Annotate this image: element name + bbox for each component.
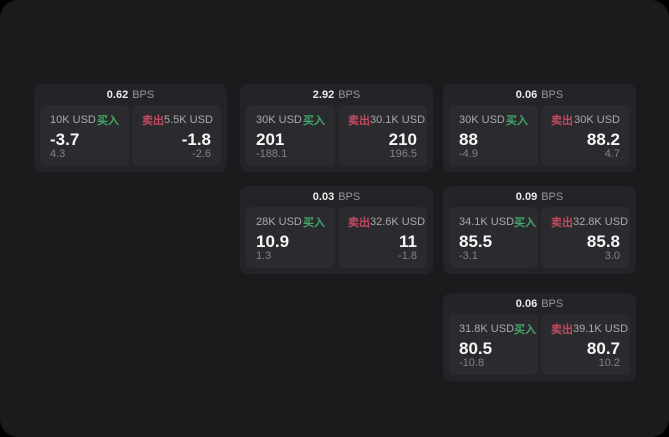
bps-value: 0.06 xyxy=(515,297,538,310)
buy-delta-value: -10.8 xyxy=(459,357,485,369)
bps-value: 0.06 xyxy=(515,88,538,101)
sell-amount-label: 5.5K USD xyxy=(164,114,213,126)
buy-amount-label: 30K USD xyxy=(459,114,505,126)
sell-delta-value: 4.7 xyxy=(604,148,620,160)
bps-header: 0.06 BPS xyxy=(443,84,636,105)
buy-amount-label: 34.1K USD xyxy=(459,216,515,228)
buy-price-value: 85.5 xyxy=(459,231,493,251)
sell-delta-value: 196.5 xyxy=(389,148,417,160)
sell-price-value: 80.7 xyxy=(586,338,620,358)
buy-quote-tile[interactable]: 34.1K USD 买入 85.5 -3.1 xyxy=(449,207,538,268)
buy-quote-tile[interactable]: 28K USD 买入 10.9 1.3 xyxy=(246,207,335,268)
buy-side-label: 买入 xyxy=(514,217,537,229)
sell-delta-value: -2.6 xyxy=(192,148,211,160)
buy-quote-tile[interactable]: 10K USD 买入 -3.7 4.3 xyxy=(40,105,129,166)
sell-price-value: 11 xyxy=(399,231,417,251)
sell-side-label: 卖出 xyxy=(551,115,573,127)
buy-delta-value: -4.9 xyxy=(459,148,478,160)
bps-value: 0.03 xyxy=(312,190,335,203)
buy-amount-label: 30K USD xyxy=(256,114,302,126)
buy-price-value: -3.7 xyxy=(50,129,80,149)
buy-delta-value: 4.3 xyxy=(50,148,66,160)
buy-price-value: 80.5 xyxy=(459,338,493,358)
buy-side-label: 买入 xyxy=(514,324,537,336)
buy-amount-label: 28K USD xyxy=(256,216,302,228)
bps-header: 0.09 BPS xyxy=(443,186,636,207)
bps-unit-label: BPS xyxy=(338,88,361,101)
bps-card: 0.03 BPS 28K USD 买入 10.9 1.3 卖出 32.6K US… xyxy=(240,186,433,274)
sell-price-value: 210 xyxy=(388,129,417,149)
buy-delta-value: -3.1 xyxy=(459,250,478,262)
buy-price-value: 10.9 xyxy=(256,231,290,251)
sell-quote-tile[interactable]: 卖出 32.6K USD 11 -1.8 xyxy=(338,207,427,268)
sell-side-label: 卖出 xyxy=(142,115,164,127)
buy-side-label: 买入 xyxy=(97,115,119,127)
sell-amount-label: 30K USD xyxy=(574,114,620,126)
bps-header: 2.92 BPS xyxy=(240,84,433,105)
sell-amount-label: 39.1K USD xyxy=(573,323,629,335)
sell-price-value: 85.8 xyxy=(586,231,620,251)
bps-value: 0.09 xyxy=(515,190,538,203)
sell-quote-tile[interactable]: 卖出 32.8K USD 85.8 3.0 xyxy=(541,207,630,268)
bps-card: 0.06 BPS 31.8K USD 买入 80.5 -10.8 卖出 39.1… xyxy=(443,293,636,381)
sell-delta-value: 10.2 xyxy=(598,357,620,369)
buy-price-value: 201 xyxy=(256,129,285,149)
sell-side-label: 卖出 xyxy=(348,115,370,127)
buy-amount-label: 10K USD xyxy=(50,114,96,126)
bps-card: 2.92 BPS 30K USD 买入 201 -188.1 卖出 30.1K … xyxy=(240,84,433,172)
sell-amount-label: 32.8K USD xyxy=(573,216,629,228)
sell-side-label: 卖出 xyxy=(551,324,573,336)
buy-price-value: 88 xyxy=(459,129,478,149)
sell-quote-tile[interactable]: 卖出 39.1K USD 80.7 10.2 xyxy=(541,314,630,375)
buy-delta-value: -188.1 xyxy=(256,148,288,160)
bps-value: 0.62 xyxy=(106,88,129,101)
sell-side-label: 卖出 xyxy=(551,217,573,229)
bps-value: 2.92 xyxy=(312,88,335,101)
buy-quote-tile[interactable]: 31.8K USD 买入 80.5 -10.8 xyxy=(449,314,538,375)
sell-quote-tile[interactable]: 卖出 30K USD 88.2 4.7 xyxy=(541,105,630,166)
bps-unit-label: BPS xyxy=(338,190,361,203)
buy-quote-tile[interactable]: 30K USD 买入 88 -4.9 xyxy=(449,105,538,166)
bps-unit-label: BPS xyxy=(541,190,564,203)
sell-price-value: -1.8 xyxy=(181,129,211,149)
buy-side-label: 买入 xyxy=(303,217,325,229)
bps-card: 0.06 BPS 30K USD 买入 88 -4.9 卖出 30K USD 8… xyxy=(443,84,636,172)
sell-delta-value: -1.8 xyxy=(398,250,417,262)
bps-unit-label: BPS xyxy=(541,297,564,310)
bps-unit-label: BPS xyxy=(132,88,155,101)
buy-delta-value: 1.3 xyxy=(256,250,272,262)
sell-delta-value: 3.0 xyxy=(604,250,620,262)
bps-header: 0.62 BPS xyxy=(34,84,227,105)
bps-card: 0.62 BPS 10K USD 买入 -3.7 4.3 卖出 5.5K USD… xyxy=(34,84,227,172)
bps-card: 0.09 BPS 34.1K USD 买入 85.5 -3.1 卖出 32.8K… xyxy=(443,186,636,274)
sell-price-value: 88.2 xyxy=(586,129,620,149)
sell-amount-label: 30.1K USD xyxy=(370,114,426,126)
bps-header: 0.06 BPS xyxy=(443,293,636,314)
sell-side-label: 卖出 xyxy=(348,217,370,229)
sell-quote-tile[interactable]: 卖出 5.5K USD -1.8 -2.6 xyxy=(132,105,221,166)
bps-header: 0.03 BPS xyxy=(240,186,433,207)
buy-quote-tile[interactable]: 30K USD 买入 201 -188.1 xyxy=(246,105,335,166)
bps-unit-label: BPS xyxy=(541,88,564,101)
sell-amount-label: 32.6K USD xyxy=(370,216,426,228)
buy-amount-label: 31.8K USD xyxy=(459,323,515,335)
buy-side-label: 买入 xyxy=(303,115,325,127)
sell-quote-tile[interactable]: 卖出 30.1K USD 210 196.5 xyxy=(338,105,427,166)
buy-side-label: 买入 xyxy=(506,115,528,127)
